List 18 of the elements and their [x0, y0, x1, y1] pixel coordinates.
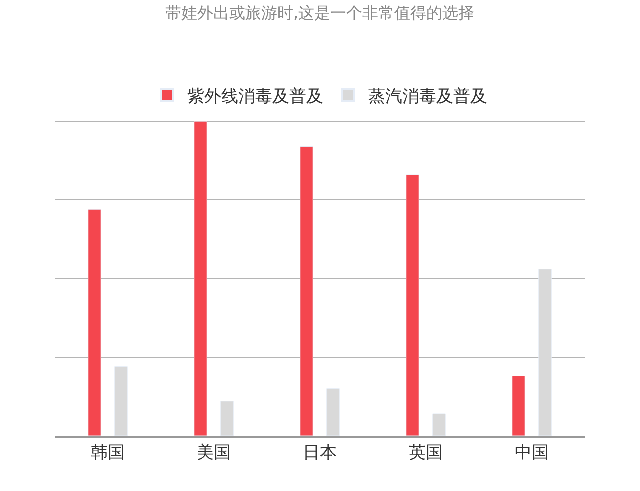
x-tick-label: 韩国	[91, 443, 125, 464]
x-tick-label: 中国	[515, 443, 549, 464]
legend-label: 紫外线消毒及普及	[188, 86, 324, 107]
legend-label: 蒸汽消毒及普及	[368, 86, 488, 107]
bar	[432, 414, 446, 436]
bar	[406, 174, 420, 436]
bar	[300, 146, 314, 436]
bar	[538, 269, 552, 436]
chart-title: 带娃外出或旅游时,这是一个非常值得的选择	[165, 4, 475, 23]
x-tick-label: 日本	[303, 443, 337, 464]
bar	[114, 366, 128, 436]
bar	[220, 401, 234, 436]
bar	[194, 121, 208, 436]
x-tick-label: 英国	[409, 443, 443, 464]
bar	[88, 209, 102, 436]
bar	[326, 388, 340, 436]
bar	[512, 376, 526, 436]
x-tick-label: 美国	[197, 443, 231, 464]
